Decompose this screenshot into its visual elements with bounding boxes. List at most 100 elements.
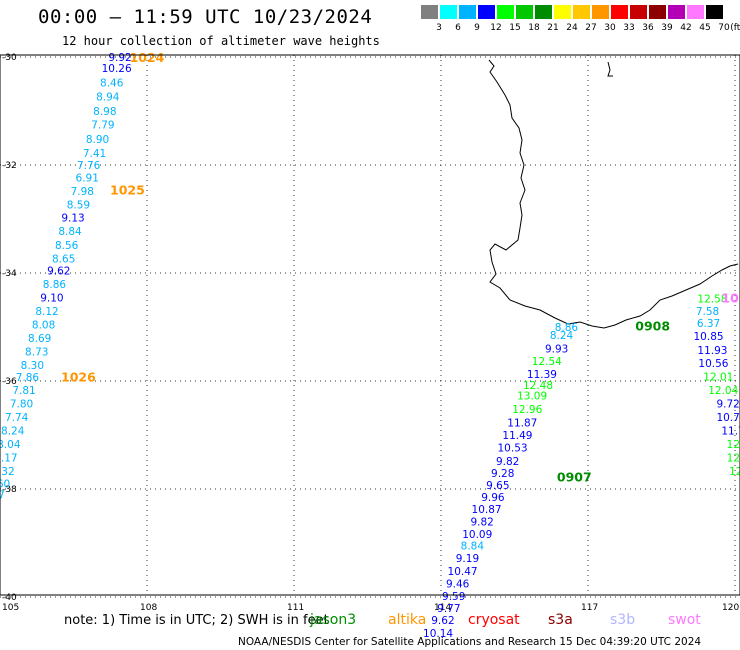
lon-tick-label: 105: [2, 603, 19, 613]
wave-height-label: 7.58: [696, 306, 719, 318]
coastline-west-australia: [488, 59, 739, 329]
wave-height-label: 8.30: [21, 360, 44, 372]
wave-height-label: 7.98: [71, 186, 94, 198]
wave-height-label: 8.69: [28, 333, 51, 345]
satellite-jason3: jason3: [310, 612, 357, 628]
wave-height-label: 11.7: [721, 426, 740, 438]
legend-value: 9: [474, 23, 480, 33]
wave-height-label: 8.65: [52, 253, 75, 265]
wave-height-label: 7.41: [83, 148, 106, 160]
wave-height-label: 8.12: [35, 306, 58, 318]
wave-height-label: 10.53: [498, 442, 528, 454]
wave-height-label: 6.37: [697, 318, 720, 330]
lat-tick-label: -36: [2, 377, 17, 387]
wave-height-label: 6.91: [76, 172, 99, 184]
legend-value: 12: [490, 23, 502, 33]
legend-swatch: [478, 5, 495, 19]
wave-height-label: 7.86: [16, 372, 40, 384]
wave-height-label: 12.58: [697, 293, 727, 305]
wave-height-label: 8.17: [0, 453, 18, 465]
wave-height-label: 8.32: [0, 466, 15, 478]
legend-swatch: [592, 5, 609, 19]
wave-height-label: 11.87: [507, 418, 537, 430]
wave-height-label: 9.65: [486, 480, 509, 492]
wave-height-label: 8.98: [93, 106, 116, 118]
grid-lines: [0, 55, 740, 598]
legend-swatch: [554, 5, 571, 19]
coastline: [488, 59, 739, 329]
legend-value: 42: [680, 23, 692, 33]
legend-swatch: [535, 5, 552, 19]
legend-value: 15: [509, 23, 521, 33]
legend-value: 3: [436, 23, 442, 33]
wave-height-label: 7.80: [10, 399, 33, 411]
wave-height-label: 12.01: [703, 372, 733, 384]
wave-height-label: 8.47: [0, 489, 5, 501]
wave-height-label: 9.19: [456, 553, 479, 565]
legend-value: 30: [604, 23, 616, 33]
footer-credit: NOAA/NESDIS Center for Satellite Applica…: [238, 636, 702, 648]
legend-value: 24: [566, 23, 578, 33]
wave-height-label: 9.96: [481, 492, 505, 504]
wave-height-label: 8.46: [100, 77, 124, 89]
legend-swatch: [649, 5, 666, 19]
legend-value: 27: [585, 23, 597, 33]
wave-height-label: 8.73: [25, 346, 48, 358]
wave-height-label: 12.48: [523, 380, 553, 392]
satellite-cryosat: cryosat: [468, 612, 520, 628]
legend-value: 21: [547, 23, 559, 33]
wave-height-label: 11.49: [502, 430, 532, 442]
wave-height-label: 9.59: [442, 591, 465, 603]
wave-height-label: 7.81: [12, 385, 35, 397]
lat-tick-label: -40: [2, 593, 17, 603]
lat-tick-label: -34: [2, 269, 17, 279]
coastline-island: [607, 61, 613, 77]
wave-height-label: 12.: [727, 453, 740, 465]
map-title: 00:00 – 11:59 UTC 10/23/2024: [38, 6, 373, 28]
wave-height-label: 9.13: [61, 212, 84, 224]
wave-height-label: 8.08: [32, 319, 55, 331]
legend-swatch: [573, 5, 590, 19]
wave-height-label: 10.56: [698, 358, 728, 370]
wave-height-label: 10.7: [716, 412, 739, 424]
altimeter-tracks: 9.9210.268.468.948.987.798.907.417.766.9…: [0, 50, 740, 640]
wave-height-label: 9.62: [47, 265, 70, 277]
satellite-swot: swot: [668, 612, 701, 628]
wave-height-label: 9.77: [437, 603, 460, 615]
track-west: 9.9210.268.468.948.987.798.907.417.766.9…: [0, 50, 165, 501]
legend-value: 6: [455, 23, 461, 33]
lon-tick-label: 120: [722, 603, 739, 613]
legend-swatch: [440, 5, 457, 19]
legend-swatch: [630, 5, 647, 19]
wave-height-label: 8.56: [55, 240, 79, 252]
legend-swatch: [497, 5, 514, 19]
legend-value: 39: [661, 23, 673, 33]
legend-value: 45: [699, 23, 711, 33]
footer-note: note: 1) Time is in UTC; 2) SWH is in fe…: [64, 613, 329, 628]
lon-tick-label: 111: [287, 603, 304, 613]
wave-height-label: 9.82: [470, 516, 493, 528]
legend-swatch: [459, 5, 476, 19]
wave-height-label: 12.96: [512, 404, 542, 416]
wave-height-label: 11.39: [527, 369, 557, 381]
wave-height-label: 10.14: [423, 628, 453, 640]
satellite-s3a: s3a: [548, 612, 573, 628]
legend-swatch: [421, 5, 438, 19]
lat-tick-label: -32: [2, 161, 17, 171]
pass-time-label: 1025: [110, 182, 145, 197]
legend-swatch: [668, 5, 685, 19]
wave-height-label: 7.79: [91, 120, 114, 132]
wave-height-label: 12.54: [532, 356, 562, 368]
legend-unit: (ft): [730, 23, 740, 33]
legend-value: 70: [718, 23, 730, 33]
wave-height-label: 8.90: [86, 134, 109, 146]
wave-height-label: 10.47: [448, 566, 478, 578]
wave-height-label: 9.82: [496, 456, 519, 468]
wave-height-label: 10.85: [694, 331, 724, 343]
wave-height-label: 9.46: [446, 579, 470, 591]
map-frame: [0, 54, 740, 596]
